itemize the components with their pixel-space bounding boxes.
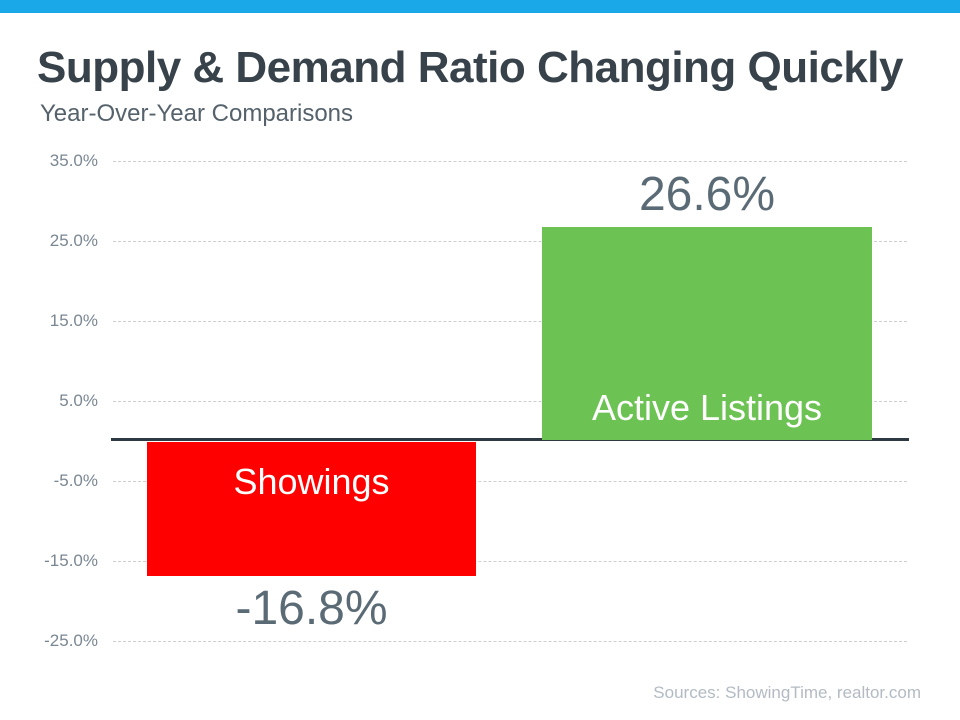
value-label-showings: -16.8% — [235, 582, 388, 635]
y-axis-tick-label: -15.0% — [44, 551, 98, 570]
value-label-active-listings: 26.6% — [638, 168, 776, 221]
gridline — [113, 321, 907, 322]
bar-category-label: Active Listings — [591, 387, 823, 428]
gridline — [113, 641, 907, 642]
bar-category-label: Showings — [233, 461, 390, 502]
source-attribution: Sources: ShowingTime, realtor.com — [653, 683, 921, 702]
y-axis-tick-label: 35.0% — [49, 151, 98, 170]
page-subtitle: Year-Over-Year Comparisons — [40, 100, 354, 127]
bar-active-listings: Active Listings — [542, 227, 872, 440]
bar-showings: Showings — [147, 442, 476, 576]
gridline — [113, 561, 907, 562]
y-axis-tick-label: 15.0% — [49, 311, 98, 330]
y-axis-tick-label: -25.0% — [44, 631, 98, 650]
gridline — [113, 241, 907, 242]
y-axis-tick-label: -5.0% — [53, 471, 98, 490]
gridline — [113, 481, 907, 482]
top-accent-bar — [0, 0, 960, 13]
y-axis-tick-label: 5.0% — [59, 391, 98, 410]
gridline — [113, 161, 907, 162]
y-axis-tick-label: 25.0% — [49, 231, 98, 250]
gridline — [113, 401, 907, 402]
page-title: Supply & Demand Ratio Changing Quickly — [37, 43, 903, 92]
zero-axis-line — [111, 438, 909, 441]
